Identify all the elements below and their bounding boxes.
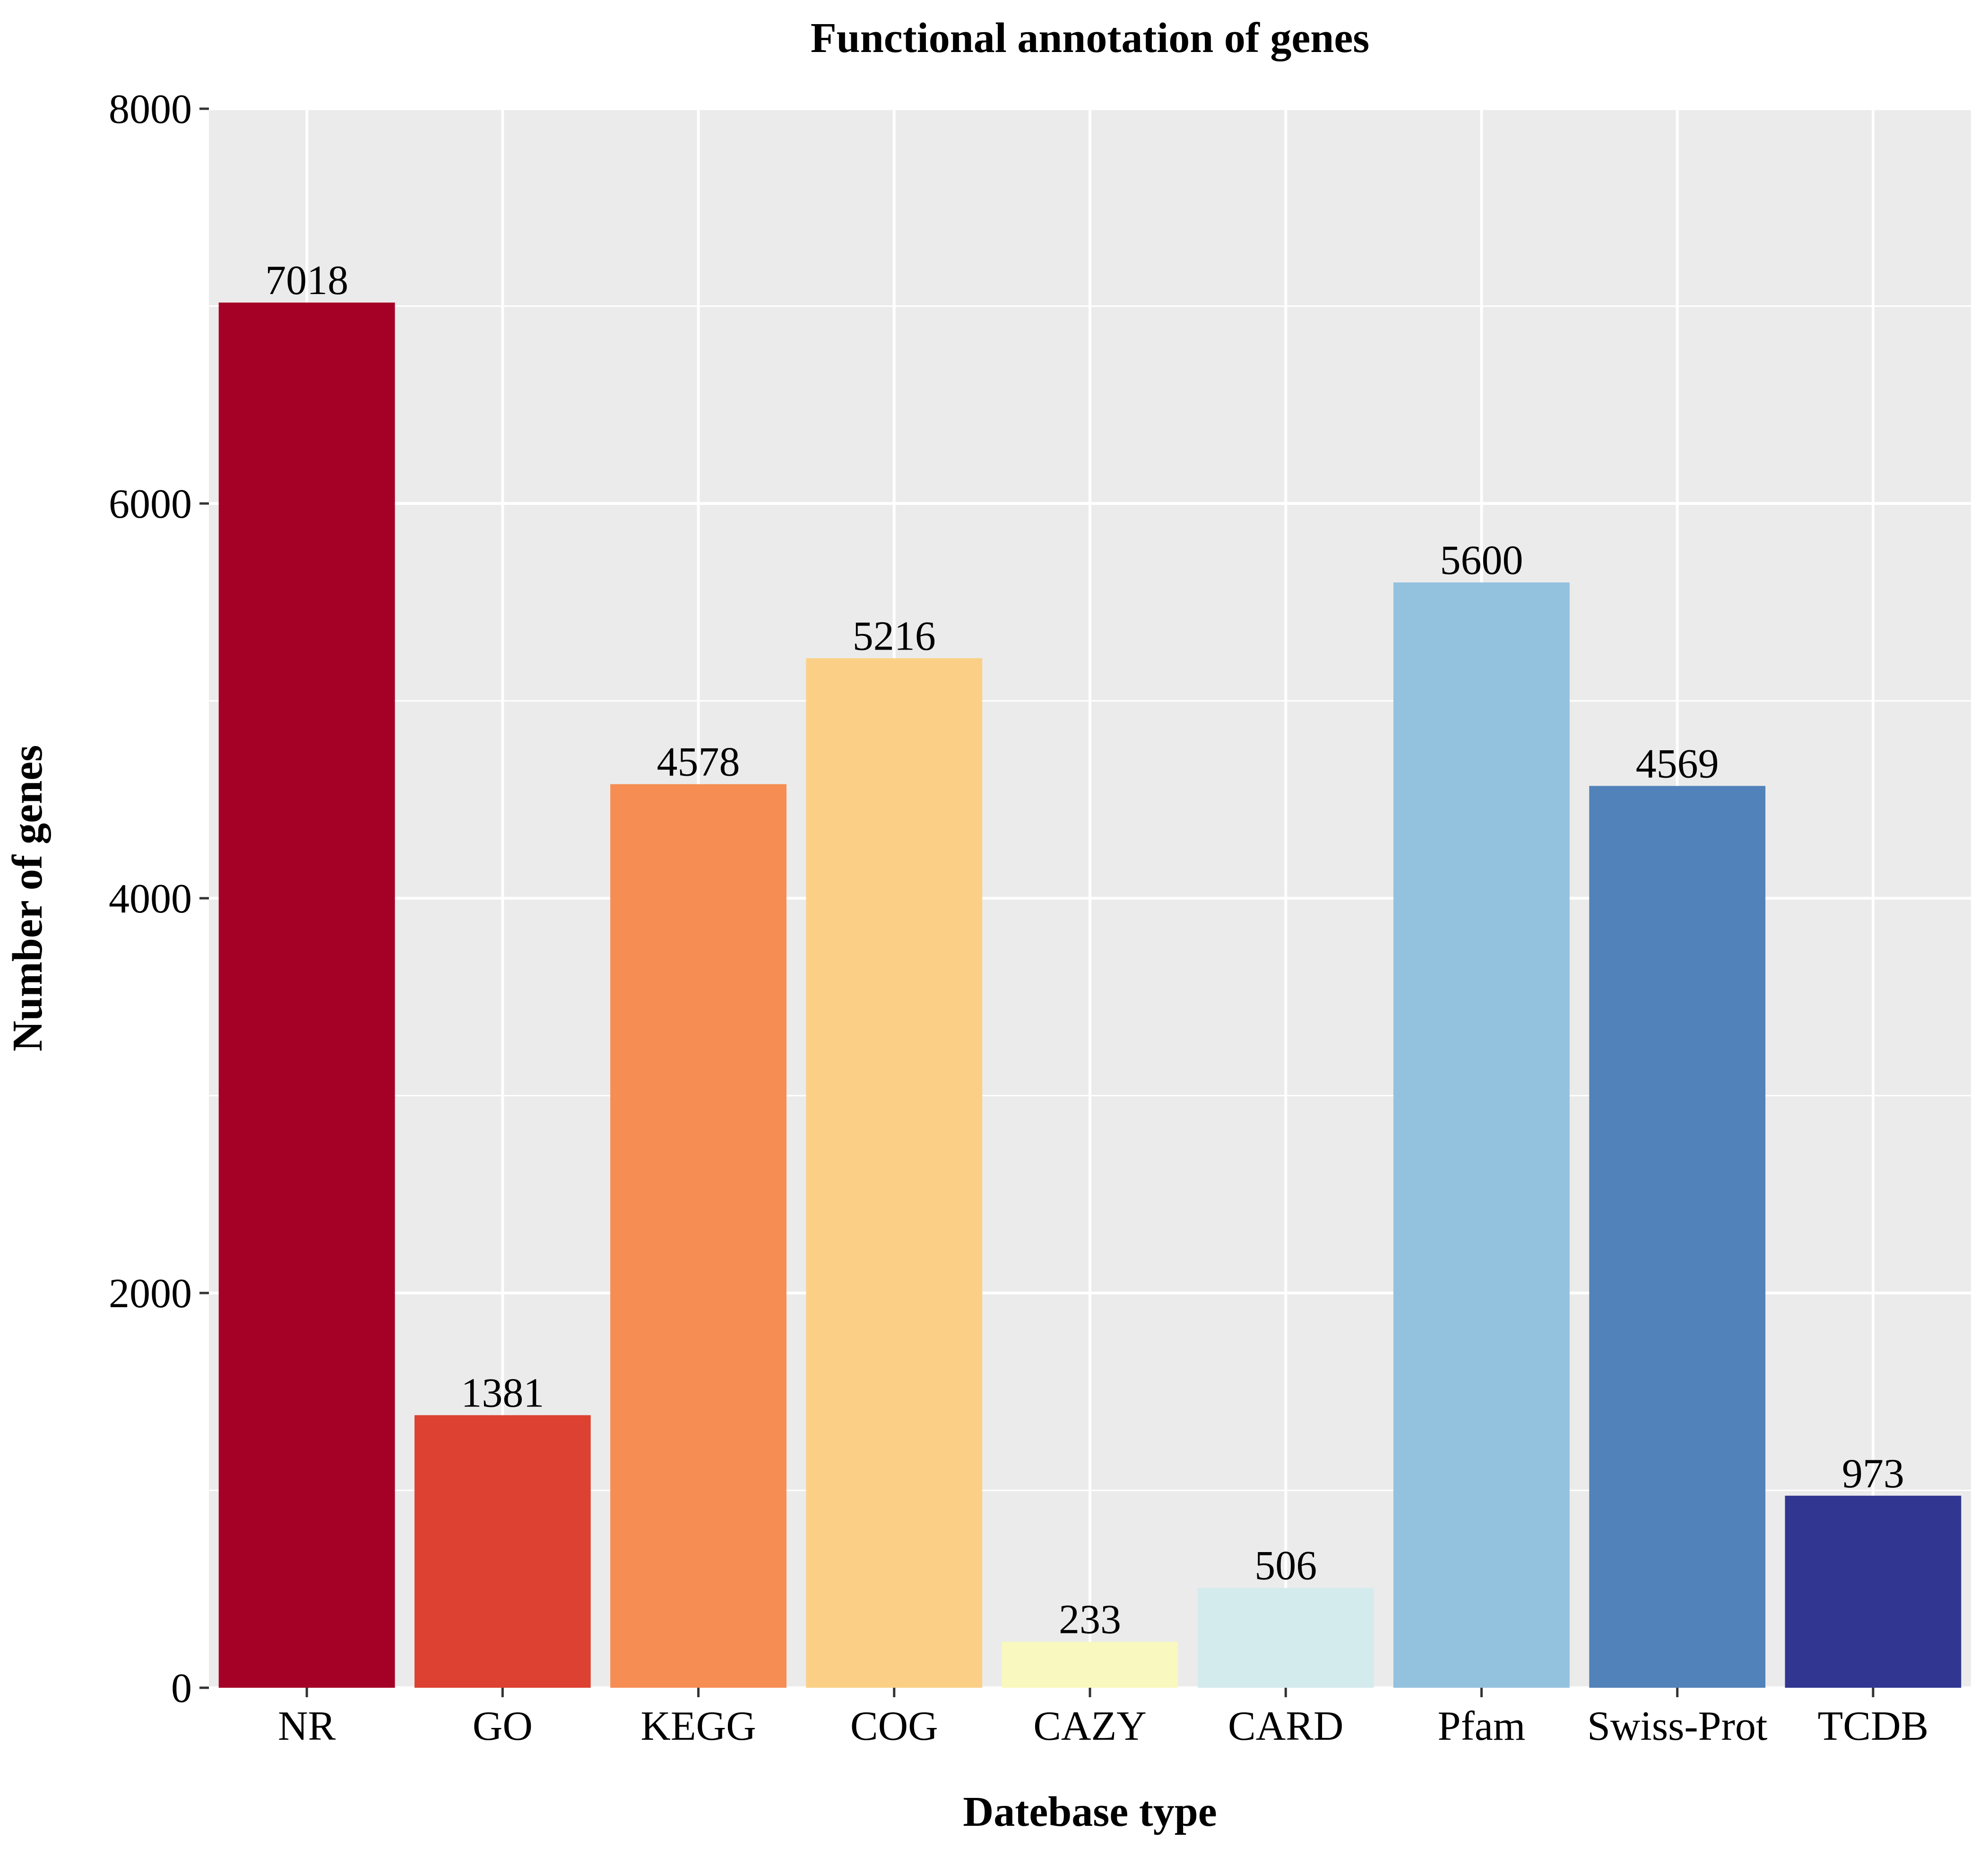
bar-tcdb (1785, 1495, 1962, 1688)
bar-card (1197, 1588, 1374, 1688)
x-tick-label: TCDB (1818, 1703, 1929, 1749)
bars (218, 302, 1962, 1688)
x-tick-label: CAZY (1033, 1703, 1147, 1749)
data-label: 4569 (1636, 741, 1719, 787)
data-label: 506 (1254, 1543, 1317, 1589)
x-axis-label: Datebase type (963, 1788, 1217, 1835)
data-label: 4578 (657, 739, 740, 785)
x-tick-label: COG (850, 1703, 938, 1749)
chart-title: Functional annotation of genes (811, 15, 1370, 61)
y-tick-label: 8000 (109, 87, 192, 132)
x-tick-label: Pfam (1438, 1703, 1526, 1749)
data-label: 233 (1059, 1597, 1121, 1643)
bar-kegg (610, 784, 787, 1688)
bar-cog (806, 658, 983, 1688)
x-tick-label: Swiss-Prot (1587, 1703, 1767, 1749)
bar-go (414, 1415, 591, 1688)
y-tick-label: 0 (171, 1666, 192, 1711)
x-tick-label: GO (473, 1703, 533, 1749)
bar-cazy (1002, 1641, 1178, 1688)
x-tick-label: CARD (1228, 1703, 1344, 1749)
data-label: 5600 (1440, 538, 1523, 583)
y-axis-label: Number of genes (4, 745, 51, 1051)
data-label: 1381 (461, 1370, 544, 1416)
bar-swiss-prot (1589, 786, 1766, 1688)
x-tick-label: KEGG (640, 1703, 756, 1749)
y-axis: 0 2000 4000 6000 8000 (109, 87, 209, 1711)
y-tick-label: 2000 (109, 1271, 192, 1317)
x-axis: NR GO KEGG COG CAZY CARD Pfam Swiss-Prot TCDB (278, 1688, 1928, 1749)
data-label: 973 (1842, 1451, 1904, 1497)
y-tick-label: 4000 (109, 876, 192, 922)
bar-pfam (1393, 582, 1570, 1688)
data-label: 7018 (265, 258, 348, 304)
bar-nr (218, 302, 395, 1688)
y-tick-label: 6000 (109, 481, 192, 527)
data-labels: 7018 1381 4578 5216 233 506 5600 4569 973 (265, 258, 1904, 1643)
data-label: 5216 (853, 613, 936, 659)
x-tick-label: NR (278, 1703, 336, 1749)
